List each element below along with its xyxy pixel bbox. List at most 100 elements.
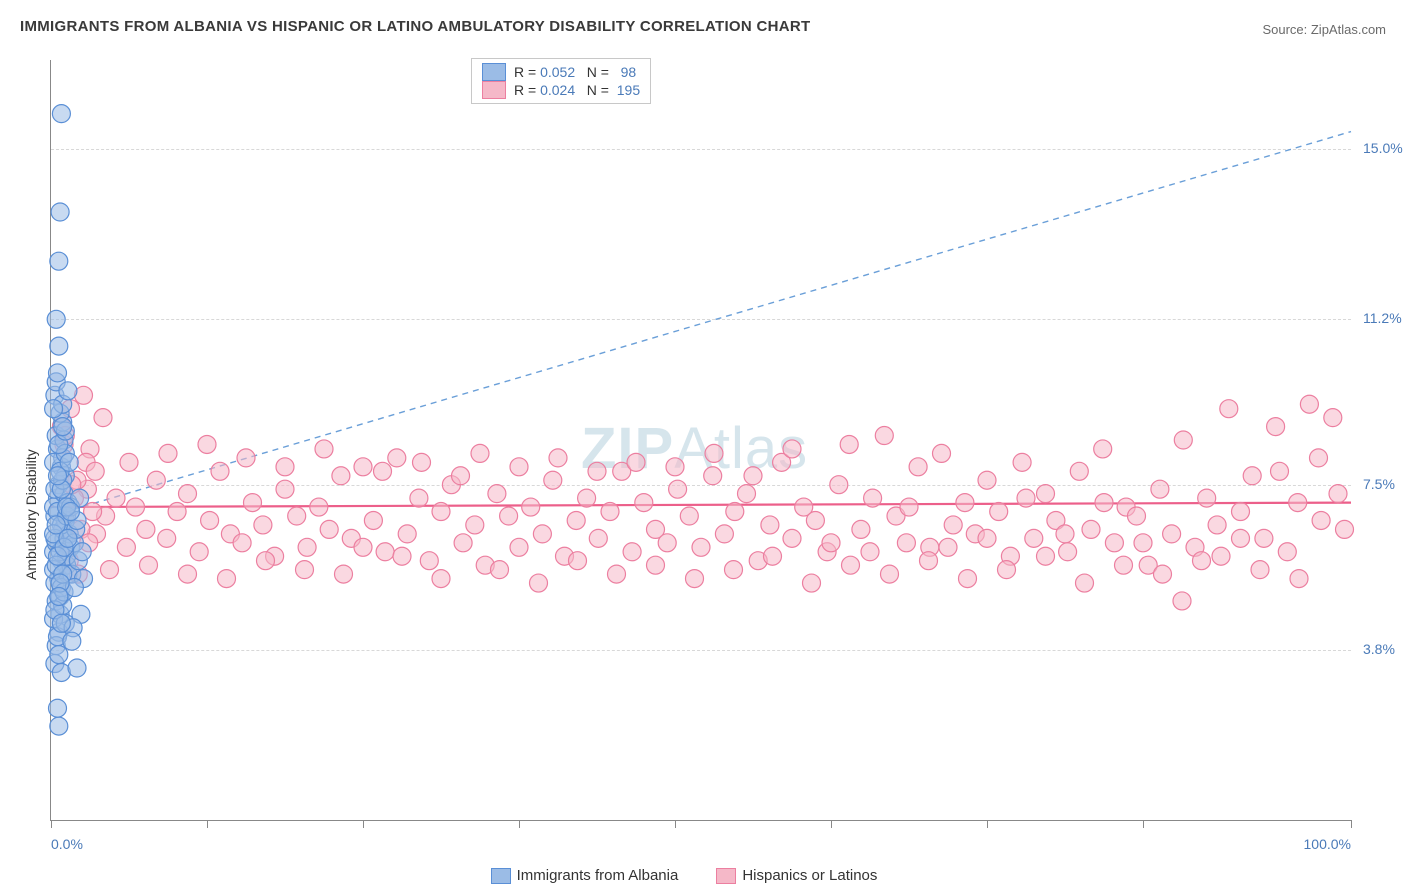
data-point [500, 507, 518, 525]
data-point [466, 516, 484, 534]
plot-area: Ambulatory Disability 3.8%7.5%11.2%15.0%… [50, 60, 1351, 821]
data-point [454, 534, 472, 552]
data-point [310, 498, 328, 516]
y-axis-label: Ambulatory Disability [23, 449, 39, 580]
data-point [588, 462, 606, 480]
data-point [738, 485, 756, 503]
legend-top: R = 0.052 N = 98R = 0.024 N = 195 [471, 58, 651, 104]
data-point [140, 556, 158, 574]
data-point [54, 418, 72, 436]
data-point [830, 476, 848, 494]
data-point [374, 462, 392, 480]
legend-swatch [482, 81, 506, 99]
data-point [669, 480, 687, 498]
data-point [413, 453, 431, 471]
data-point [666, 458, 684, 476]
legend-series-label: Immigrants from Albania [517, 867, 679, 884]
data-point [549, 449, 567, 467]
data-point [783, 440, 801, 458]
data-point [1208, 516, 1226, 534]
data-point [589, 529, 607, 547]
data-point [50, 717, 68, 735]
y-tick-label: 15.0% [1363, 140, 1403, 156]
data-point [1017, 489, 1035, 507]
x-tick [831, 820, 832, 828]
data-point [120, 453, 138, 471]
x-tick [519, 820, 520, 828]
source-label: Source: ZipAtlas.com [1262, 22, 1386, 37]
data-point [608, 565, 626, 583]
data-point [101, 561, 119, 579]
data-point [1312, 511, 1330, 529]
data-point [1134, 534, 1152, 552]
data-point [959, 570, 977, 588]
data-point [544, 471, 562, 489]
data-point [276, 458, 294, 476]
data-point [1232, 529, 1250, 547]
data-point [704, 467, 722, 485]
data-point [897, 534, 915, 552]
data-point [578, 489, 596, 507]
data-point [52, 105, 70, 123]
data-point [1329, 485, 1347, 503]
x-tick [363, 820, 364, 828]
data-point [875, 427, 893, 445]
data-point [1193, 552, 1211, 570]
data-point [47, 310, 65, 328]
data-point [94, 409, 112, 427]
data-point [218, 570, 236, 588]
data-point [1243, 467, 1261, 485]
data-point [1095, 494, 1113, 512]
data-point [288, 507, 306, 525]
data-point [920, 552, 938, 570]
data-point [1174, 431, 1192, 449]
data-point [692, 538, 710, 556]
data-point [1013, 453, 1031, 471]
data-point [1324, 409, 1342, 427]
data-point [1271, 462, 1289, 480]
data-point [998, 561, 1016, 579]
data-point [49, 467, 67, 485]
data-point [147, 471, 165, 489]
chart-title: IMMIGRANTS FROM ALBANIA VS HISPANIC OR L… [20, 18, 810, 35]
y-tick-label: 11.2% [1363, 310, 1402, 326]
data-point [86, 462, 104, 480]
data-point [1154, 565, 1172, 583]
data-point [806, 511, 824, 529]
data-point [254, 516, 272, 534]
data-point [49, 699, 67, 717]
data-point [393, 547, 411, 565]
x-tick [207, 820, 208, 828]
data-point [864, 489, 882, 507]
data-point [744, 467, 762, 485]
legend-swatch [482, 63, 506, 81]
x-tick-label: 0.0% [51, 836, 83, 852]
data-point [861, 543, 879, 561]
data-point [45, 400, 63, 418]
data-point [179, 565, 197, 583]
legend-swatch [716, 868, 736, 884]
data-point [1310, 449, 1328, 467]
data-point [939, 538, 957, 556]
data-point [364, 511, 382, 529]
data-point [1289, 494, 1307, 512]
data-point [159, 444, 177, 462]
data-point [1076, 574, 1094, 592]
data-point [320, 520, 338, 538]
data-point [488, 485, 506, 503]
data-point [237, 449, 255, 467]
data-point [354, 458, 372, 476]
data-point [840, 435, 858, 453]
data-point [933, 444, 951, 462]
legend-top-row: R = 0.024 N = 195 [482, 81, 640, 99]
data-point [49, 364, 67, 382]
data-point [198, 435, 216, 453]
data-point [822, 534, 840, 552]
data-point [1037, 485, 1055, 503]
data-point [1163, 525, 1181, 543]
data-point [726, 503, 744, 521]
data-point [705, 444, 723, 462]
data-point [158, 529, 176, 547]
data-point [452, 467, 470, 485]
data-point [298, 538, 316, 556]
